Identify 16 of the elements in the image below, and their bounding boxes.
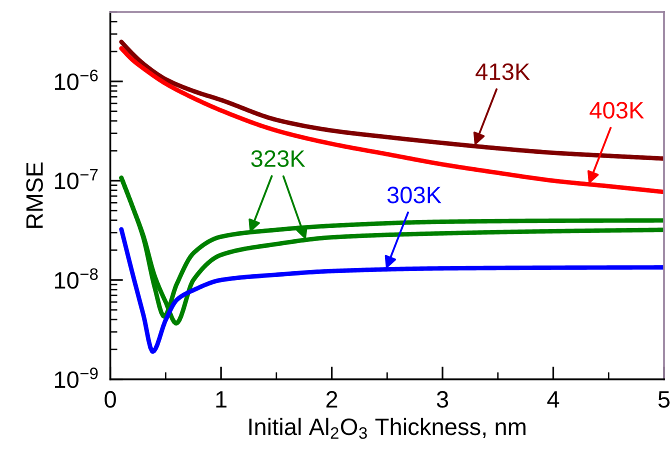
x-tick-label: 3 (436, 391, 448, 408)
x-axis-title: Initial Al$_{2}$O$_{3}$ Thickness, nm (249, 418, 526, 439)
annotation: 303K (387, 186, 442, 204)
y-tick-label: 10$^{−6}$ (54, 70, 98, 90)
y-axis-title: RMSE (26, 162, 43, 228)
x-tick-label: 1 (216, 391, 226, 408)
x-tick-label: 4 (547, 391, 560, 408)
annotation: 413K (476, 63, 530, 80)
x-tick-label: 0 (104, 391, 116, 408)
y-tick-label: 10$^{−7}$ (54, 168, 98, 190)
x-tick-label: 5 (658, 391, 670, 408)
annotation: 403K (590, 102, 644, 119)
y-tick-label: 10$^{−8}$ (54, 268, 98, 289)
annotation: 323K (251, 150, 306, 167)
x-tick-label: 2 (326, 391, 338, 408)
y-tick-label: 10$^{−9}$ (54, 368, 98, 388)
